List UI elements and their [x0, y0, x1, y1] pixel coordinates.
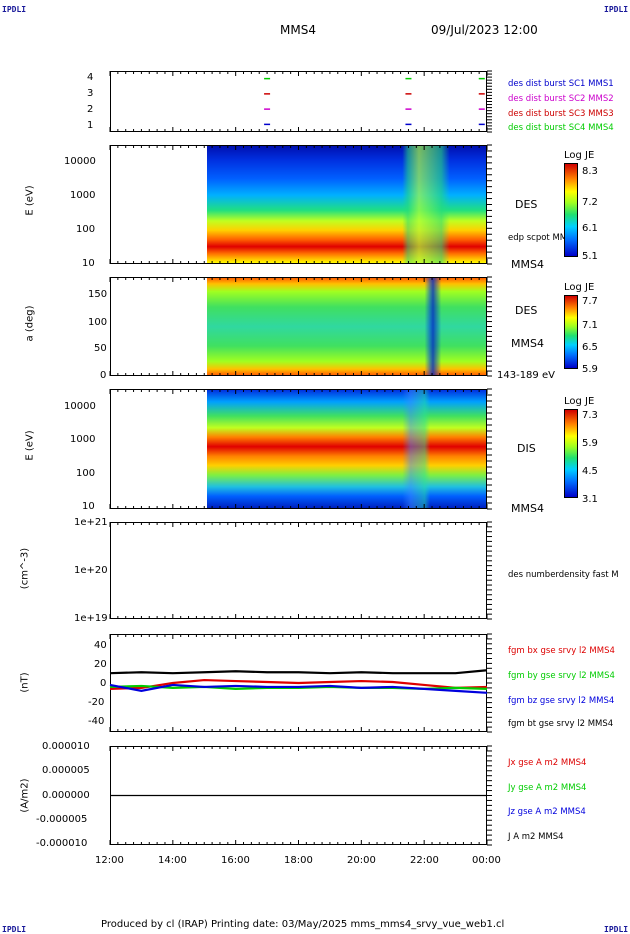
des-energy-cb-tick: 5.1 — [582, 251, 598, 262]
des-pitch-panel — [110, 277, 487, 376]
current-ytick: -0.000010 — [36, 838, 88, 849]
des-energy-side-sc: MMS4 — [511, 258, 544, 271]
des-energy-ytick: 10000 — [64, 156, 96, 167]
burst-legend-mms4: des dist burst SC4 MMS4 — [508, 123, 614, 133]
footer-corner-left: IPDLI — [2, 925, 27, 934]
des-energy-panel — [110, 145, 487, 264]
des-energy-cb-tick: 6.1 — [582, 223, 598, 234]
burst-ytick: 2 — [87, 104, 94, 115]
des-energy-side-note: edp scpot MMS4 — [508, 233, 578, 243]
des-energy-ytick: 100 — [76, 224, 96, 235]
dis-energy-panel — [110, 389, 487, 509]
burst-panel — [110, 71, 487, 132]
fgm-series-line — [109, 683, 488, 694]
current-legend-jy: Jy gse A m2 MMS4 — [508, 783, 587, 793]
burst-legend-mms3: des dist burst SC3 MMS3 — [508, 109, 614, 119]
des-energy-cb-tick: 8.3 — [582, 166, 598, 177]
density-ytick: 1e+20 — [74, 565, 108, 576]
des-pitch-side-label: DES — [515, 304, 538, 317]
dis-energy-spectrogram — [207, 390, 486, 508]
burst-ytick: 3 — [87, 88, 94, 99]
des-energy-ylabel: E (eV) — [24, 185, 36, 216]
current-ytick: 0.000000 — [42, 790, 90, 801]
dis-energy-cb-tick: 7.3 — [582, 410, 598, 421]
dis-energy-ytick: 100 — [76, 468, 96, 479]
des-energy-ytick: 10 — [82, 258, 95, 269]
x-tick: 00:00 — [472, 855, 501, 866]
x-tick: 20:00 — [347, 855, 376, 866]
fgm-series-line — [109, 678, 488, 690]
des-pitch-cb-tick: 6.5 — [582, 342, 598, 353]
des-pitch-ytick: 150 — [88, 289, 108, 300]
spacecraft-title: MMS4 — [280, 23, 316, 37]
dis-energy-cb-tick: 3.1 — [582, 494, 598, 505]
des-energy-side-label: DES — [515, 198, 538, 211]
des-energy-spectrogram — [207, 146, 486, 263]
des-pitch-ylabel: a (deg) — [24, 305, 36, 342]
dis-energy-ylabel: E (eV) — [24, 430, 36, 461]
corner-label-left: IPDLI — [2, 5, 27, 14]
burst-legend-mms1: des dist burst SC1 MMS1 — [508, 79, 614, 89]
fgm-ytick: 40 — [94, 640, 107, 651]
x-tick: 16:00 — [221, 855, 250, 866]
fgm-legend-bz: fgm bz gse srvy l2 MMS4 — [508, 696, 615, 706]
dis-energy-ytick: 1000 — [70, 434, 96, 445]
footer-corner-right: IPDLI — [604, 925, 629, 934]
des-pitch-spectrogram — [207, 278, 486, 375]
fgm-series-line — [109, 669, 488, 675]
density-ytick: 1e+21 — [74, 517, 108, 528]
current-ytick: -0.000005 — [36, 814, 88, 825]
des-pitch-cb-tick: 7.7 — [582, 296, 598, 307]
des-pitch-cb-tick: 5.9 — [582, 364, 598, 375]
dis-energy-side-sc: MMS4 — [511, 502, 544, 515]
datetime-title: 09/Jul/2023 12:00 — [431, 23, 538, 37]
burst-ytick: 1 — [87, 120, 94, 131]
current-legend-jz: Jz gse A m2 MMS4 — [508, 807, 586, 817]
des-pitch-side-range: 143-189 eV — [497, 370, 555, 381]
fgm-legend-bx: fgm bx gse srvy l2 MMS4 — [508, 646, 615, 656]
des-pitch-ytick: 0 — [100, 370, 107, 381]
des-pitch-cb-title: Log JE — [564, 282, 595, 293]
fgm-ytick: -40 — [88, 716, 105, 727]
current-legend-jx: Jx gse A m2 MMS4 — [508, 758, 587, 768]
des-pitch-ytick: 100 — [88, 317, 108, 328]
dis-energy-ytick: 10 — [82, 501, 95, 512]
des-energy-ytick: 1000 — [70, 190, 96, 201]
des-energy-colorbar — [564, 163, 578, 257]
density-side-label: des numberdensity fast M — [508, 570, 619, 580]
burst-ytick: 4 — [87, 72, 94, 83]
footer-text: Produced by cl (IRAP) Printing date: 03/… — [101, 919, 505, 930]
current-ylabel: (A/m2) — [19, 778, 31, 813]
dis-energy-cb-tick: 4.5 — [582, 466, 598, 477]
x-tick: 22:00 — [410, 855, 439, 866]
current-ytick: 0.000005 — [42, 765, 90, 776]
fgm-ylabel: (nT) — [19, 672, 31, 693]
density-ylabel: (cm^-3) — [19, 547, 31, 590]
corner-label-right: IPDLI — [604, 5, 629, 14]
density-ytick: 1e+19 — [74, 613, 108, 624]
burst-legend-mms2: des dist burst SC2 MMS2 — [508, 94, 614, 104]
dis-energy-cb-title: Log JE — [564, 396, 595, 407]
des-pitch-ytick: 50 — [94, 343, 107, 354]
x-tick: 18:00 — [284, 855, 313, 866]
dis-energy-ytick: 10000 — [64, 401, 96, 412]
fgm-legend-bt: fgm bt gse srvy l2 MMS4 — [508, 719, 614, 729]
fgm-ytick: 0 — [100, 678, 107, 689]
x-tick: 12:00 — [95, 855, 124, 866]
des-pitch-side-sc: MMS4 — [511, 337, 544, 350]
des-energy-cb-tick: 7.2 — [582, 197, 598, 208]
des-pitch-cb-tick: 7.1 — [582, 320, 598, 331]
des-energy-cb-title: Log JE — [564, 150, 595, 161]
dis-energy-side-label: DIS — [517, 442, 536, 455]
des-pitch-colorbar — [564, 295, 578, 369]
x-tick: 14:00 — [158, 855, 187, 866]
current-legend-j: J A m2 MMS4 — [508, 832, 564, 842]
dis-energy-colorbar — [564, 409, 578, 498]
fgm-ytick: -20 — [88, 697, 105, 708]
fgm-ytick: 20 — [94, 659, 107, 670]
current-ytick: 0.000010 — [42, 741, 90, 752]
dis-energy-cb-tick: 5.9 — [582, 438, 598, 449]
fgm-legend-by: fgm by gse srvy l2 MMS4 — [508, 671, 615, 681]
